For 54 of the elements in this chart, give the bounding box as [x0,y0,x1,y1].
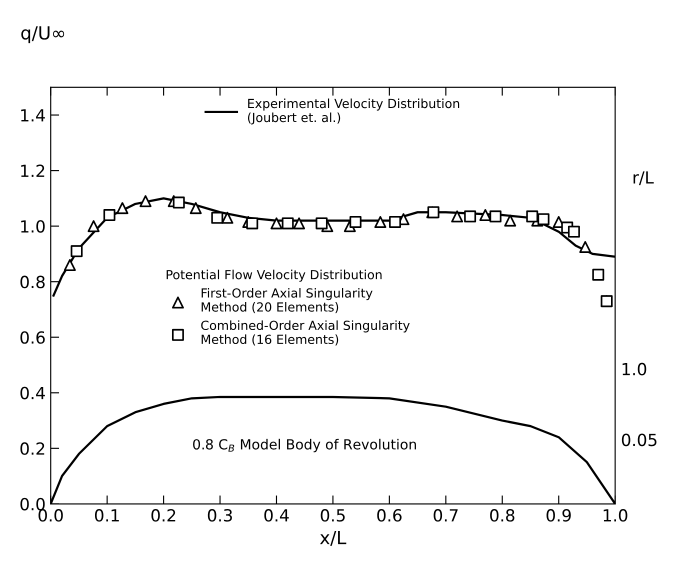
point [293,217,306,230]
text: 1.0 [622,362,646,376]
point [526,210,538,222]
y-tick-label: 1.4 [21,109,45,122]
y-tick-label: 0.6 [20,331,45,344]
x-tick-label: 0.2 [151,509,176,522]
text: 0.05 [622,434,656,446]
x-tick-label: 0.9 [546,509,571,522]
point [350,216,362,228]
x-tick-label: 0.3 [208,509,232,522]
point [579,240,592,253]
legend-label: Experimental Velocity Distribution (Joubert et. al.) [248,98,460,125]
x-tick-label: 0.6 [377,509,402,522]
y-tick-label: 0.2 [20,442,44,455]
y-axis-title: q/U∞ [21,26,64,44]
point [389,216,402,228]
x-axis-title: x/L [320,530,346,546]
point [282,217,294,230]
legend-title: Potential Flow Velocity Distribution [166,270,382,282]
point [490,210,502,222]
x-tick-label: 0.4 [264,509,289,522]
point [116,202,128,214]
point [451,210,464,222]
point [568,226,580,238]
y-tick-label: 1.0 [21,220,45,233]
point [374,216,386,228]
point [70,245,83,258]
point [64,259,76,272]
point [211,212,224,224]
point [464,210,476,222]
point [537,213,550,226]
point [172,196,185,209]
annotation: 0.8 C$_{B}$ Model Body of Revolution [193,438,416,452]
x-tick-label: 0.0 [38,509,63,522]
x-tick-label: 0.5 [320,509,345,522]
point [592,268,604,281]
y-tick-label: 0.8 [20,276,45,288]
text: r/L [634,171,654,186]
y-tick-label: 0.4 [20,386,45,400]
point [88,220,100,232]
x-tick-label: 0.1 [94,509,119,522]
point [103,209,116,222]
x-tick-label: 0.7 [434,509,458,522]
y-tick-label: 0.0 [20,498,45,510]
legend-label: Combined-Order Axial Singularity Method (16 Elements) [201,320,410,346]
x-tick-label: 0.8 [490,509,514,522]
point [140,195,152,208]
point [246,217,258,230]
point [504,214,516,227]
point [190,202,202,214]
legend-label: First-Order Axial Singularity Method (20 Elements) [202,288,373,314]
y-tick-label: 1.2 [21,164,44,177]
point [316,217,328,230]
x-tick-label: 1.0 [604,509,628,522]
